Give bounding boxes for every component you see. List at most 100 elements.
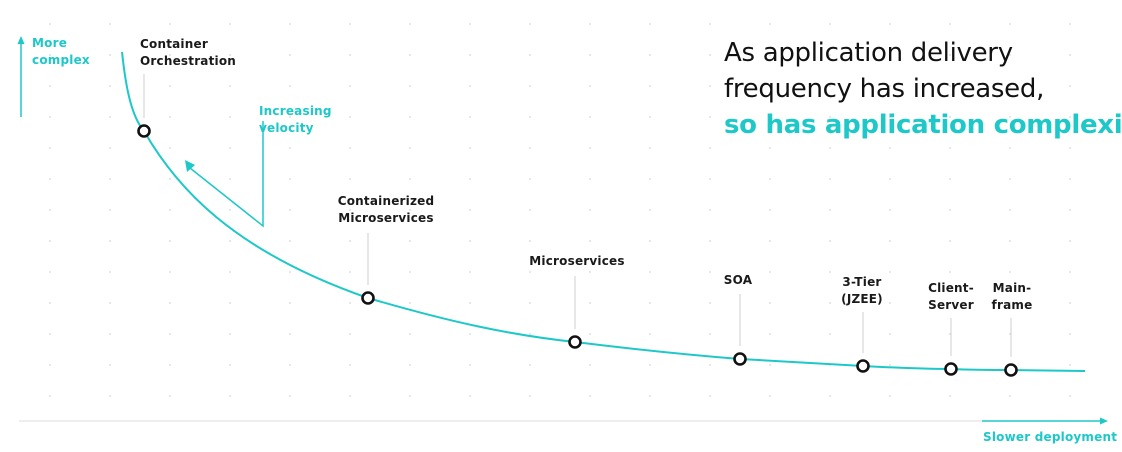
grid-dot <box>949 240 951 242</box>
grid-dot <box>109 147 111 149</box>
grid-dot <box>829 147 831 149</box>
grid-dot <box>349 364 351 366</box>
milestone-label-line2: Microservices <box>338 211 434 225</box>
grid-dot <box>709 395 711 397</box>
grid-dot <box>229 23 231 25</box>
grid-dot <box>49 116 51 118</box>
grid-dot <box>649 240 651 242</box>
grid-dot <box>49 395 51 397</box>
grid-dot <box>1069 116 1071 118</box>
grid-dot <box>889 395 891 397</box>
grid-dot <box>1009 333 1011 335</box>
grid-dot <box>49 333 51 335</box>
grid-dot <box>109 54 111 56</box>
grid-dot <box>109 209 111 211</box>
grid-dot <box>349 85 351 87</box>
grid-dot <box>289 85 291 87</box>
grid-dot <box>649 395 651 397</box>
grid-dot <box>469 271 471 273</box>
grid-dot <box>889 364 891 366</box>
grid-dot <box>229 178 231 180</box>
grid-dot <box>349 178 351 180</box>
grid-dot <box>469 54 471 56</box>
headline-line2: frequency has increased, <box>724 74 1045 104</box>
grid-dot <box>649 302 651 304</box>
grid-dot <box>169 302 171 304</box>
grid-dot <box>349 54 351 56</box>
grid-dot <box>469 178 471 180</box>
grid-dot <box>709 178 711 180</box>
grid-dot <box>649 54 651 56</box>
node-containerized-microservices <box>361 291 375 305</box>
grid-dot <box>1009 209 1011 211</box>
grid-dot <box>949 147 951 149</box>
grid-dot <box>529 333 531 335</box>
grid-dot <box>409 85 411 87</box>
grid-dot <box>289 23 291 25</box>
grid-dot <box>109 302 111 304</box>
grid-dot <box>169 85 171 87</box>
grid-dot <box>589 271 591 273</box>
grid-dot <box>649 23 651 25</box>
milestone-label-client-server: Client- Server <box>928 280 974 314</box>
grid-dot <box>769 147 771 149</box>
grid-dot <box>589 23 591 25</box>
grid-dot <box>169 395 171 397</box>
grid-dot <box>169 209 171 211</box>
grid-dot <box>1009 271 1011 273</box>
grid-dot <box>229 209 231 211</box>
grid-dot <box>529 240 531 242</box>
grid-dot <box>889 147 891 149</box>
grid-dot <box>409 364 411 366</box>
grid-dot <box>769 364 771 366</box>
grid-dot <box>829 395 831 397</box>
grid-dot <box>649 364 651 366</box>
grid-dot <box>889 178 891 180</box>
grid-dot <box>469 395 471 397</box>
grid-dot <box>109 178 111 180</box>
grid-dot <box>649 271 651 273</box>
grid-dot <box>289 364 291 366</box>
grid-dot <box>709 147 711 149</box>
grid-dot <box>949 54 951 56</box>
grid-dot <box>409 178 411 180</box>
node-microservices <box>568 335 582 349</box>
grid-dot <box>109 271 111 273</box>
grid-dot <box>949 333 951 335</box>
grid-dot <box>529 364 531 366</box>
grid-dot <box>289 302 291 304</box>
node-3-tier <box>856 359 870 373</box>
grid-dot <box>289 178 291 180</box>
milestone-label-mainframe: Main- frame <box>992 280 1033 314</box>
grid-dot <box>49 54 51 56</box>
grid-dot <box>769 209 771 211</box>
grid-dot <box>769 54 771 56</box>
grid-dot <box>229 116 231 118</box>
grid-dot <box>829 209 831 211</box>
velocity-arrowhead <box>185 160 195 172</box>
grid-dot <box>829 54 831 56</box>
grid-dot <box>469 240 471 242</box>
grid-dot <box>1069 209 1071 211</box>
grid-dot <box>589 333 591 335</box>
grid-dot <box>1009 178 1011 180</box>
milestone-label-container-orchestration: Container Orchestration <box>140 36 236 70</box>
grid-dot <box>649 333 651 335</box>
milestone-label-line2: (JZEE) <box>841 292 883 306</box>
grid-dot <box>769 271 771 273</box>
milestone-label-3-tier: 3-Tier (JZEE) <box>841 274 883 308</box>
grid-dot <box>49 302 51 304</box>
headline-line3: so has application complexity. <box>724 110 1122 140</box>
grid-dot <box>1069 395 1071 397</box>
milestone-label-line1: 3-Tier <box>842 275 882 289</box>
grid-dot <box>949 85 951 87</box>
grid-dot <box>109 333 111 335</box>
grid-dot <box>229 147 231 149</box>
grid-dot <box>289 54 291 56</box>
grid-dot <box>709 302 711 304</box>
grid-dot <box>289 116 291 118</box>
grid-dot <box>409 240 411 242</box>
grid-dot <box>829 85 831 87</box>
y-axis-label-line1: More <box>32 36 68 50</box>
